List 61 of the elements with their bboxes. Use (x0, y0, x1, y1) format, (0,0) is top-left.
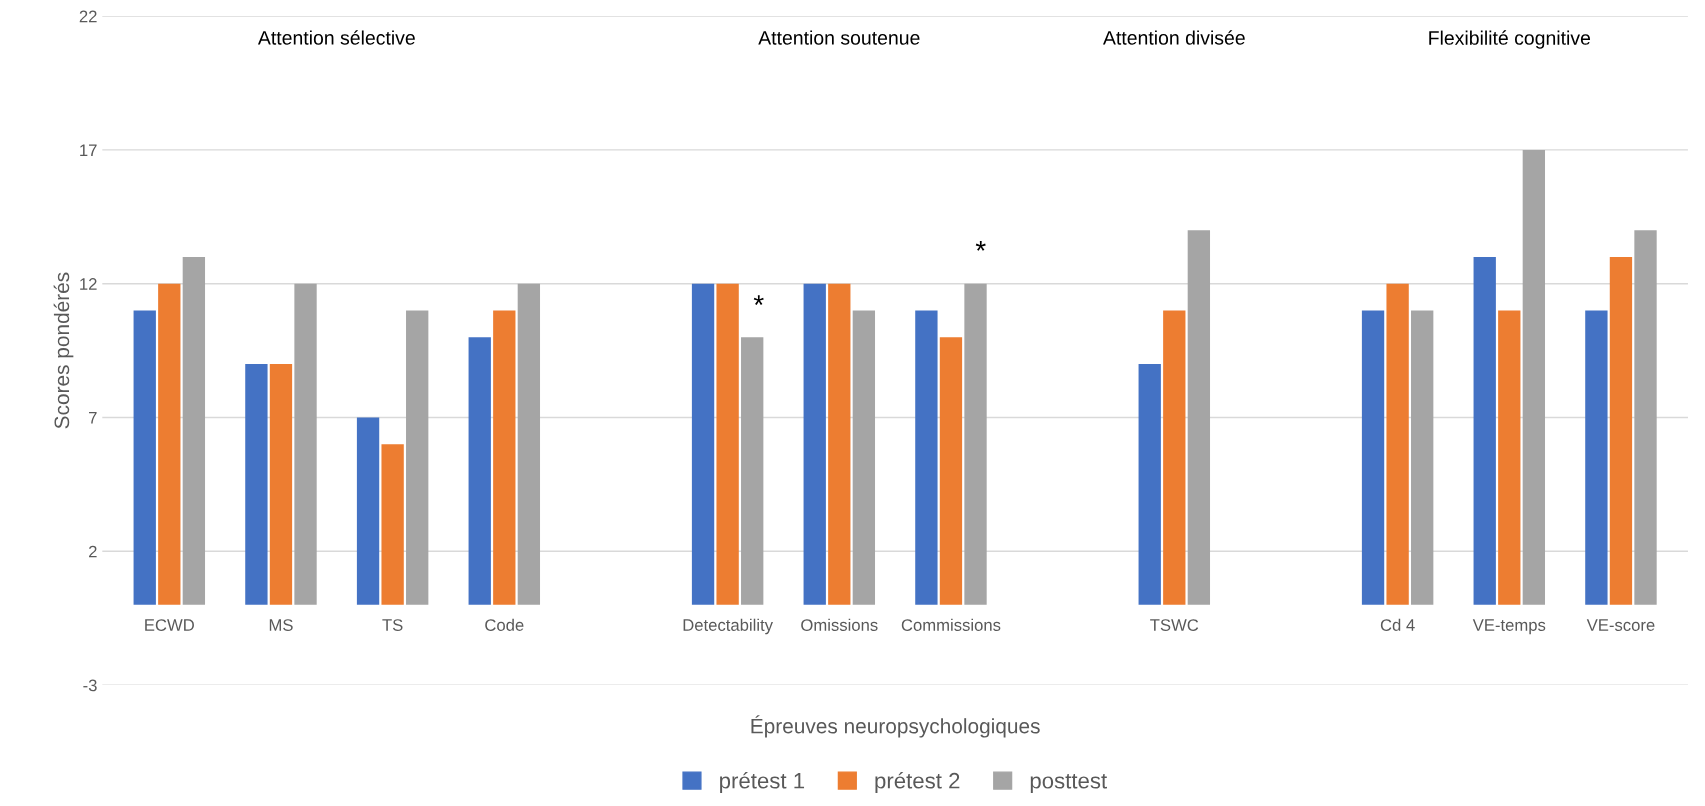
x-tick-label: Cd 4 (1380, 618, 1415, 631)
bar (133, 310, 156, 605)
bar (803, 283, 826, 605)
bar (741, 337, 764, 605)
bar (828, 283, 851, 605)
x-tick-label: Code (485, 618, 524, 631)
bar (1163, 310, 1186, 605)
bar (406, 310, 429, 605)
x-tick-label: MS (269, 619, 293, 631)
y-tick-label: 7 (89, 412, 97, 424)
x-tick-label: Commissions (901, 618, 1001, 631)
bar (269, 363, 293, 605)
bar (381, 444, 404, 605)
bar (1187, 230, 1211, 605)
bar (517, 283, 541, 605)
y-tick-label: -3 (83, 679, 97, 692)
bar (1609, 256, 1633, 605)
bar (1386, 283, 1409, 605)
bar (182, 256, 206, 605)
x-tick-label: TSWC (1150, 619, 1199, 631)
annotation: Attention divisée (1102, 30, 1245, 45)
x-tick-label: VE-score (1586, 619, 1655, 631)
y-tick-label: 22 (79, 10, 97, 23)
bar (852, 310, 876, 605)
bar (1498, 310, 1521, 605)
bar (1411, 310, 1434, 605)
y-tick-label: 2 (89, 545, 97, 558)
bar (1634, 230, 1657, 605)
bar (716, 283, 739, 605)
annotation: * (753, 295, 764, 305)
bar (1473, 256, 1496, 605)
bar (915, 310, 938, 605)
annotation: * (975, 241, 986, 251)
bar (691, 283, 715, 605)
annotation: Attention soutenue (758, 30, 920, 45)
bar (939, 337, 963, 605)
bar (468, 337, 491, 605)
x-tick-label: ECWD (145, 619, 194, 631)
bar (356, 417, 380, 605)
x-tick-label: Detectability (683, 618, 773, 635)
bar (294, 283, 317, 605)
x-tick-label: TS (382, 619, 403, 631)
bar (493, 310, 516, 605)
bar (1522, 149, 1546, 605)
legend-label: prétest 1 (720, 772, 805, 793)
x-tick-label: VE-temps (1472, 619, 1546, 635)
y-tick-label: 17 (80, 144, 97, 156)
bar (1361, 310, 1385, 605)
y-axis-title: Scores pondérés (53, 272, 74, 429)
bar (245, 363, 268, 605)
bar (158, 283, 181, 605)
x-axis-title: Épreuves neuropsychologiques (751, 715, 1040, 738)
x-tick-label: Omissions (801, 618, 878, 631)
legend-label: prétest 2 (875, 772, 960, 793)
bar (964, 283, 987, 605)
annotation: Flexibilité cognitive (1429, 30, 1591, 49)
legend-label: posttest (1030, 773, 1107, 793)
annotation: Attention sélective (257, 30, 415, 45)
bar (1585, 310, 1608, 605)
bar (1138, 363, 1161, 605)
y-tick-label: 12 (80, 278, 97, 290)
